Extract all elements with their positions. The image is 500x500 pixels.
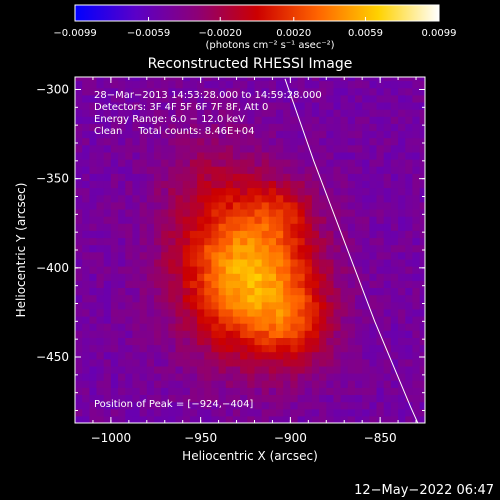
colorbar-tick-label: 0.0099: [422, 28, 457, 39]
colorbar-tick-label: −0.0059: [127, 28, 170, 39]
x-axis-label: Heliocentric X (arcsec): [182, 449, 318, 463]
colorbar: [75, 5, 439, 21]
y-axis: −300 −350 −400 −450: [36, 82, 425, 412]
x-tick-label: −850: [364, 431, 397, 445]
footer-timestamp: 12−May−2022 06:47: [354, 483, 494, 498]
y-tick-label: −300: [36, 82, 69, 96]
y-tick-label: −350: [36, 172, 69, 186]
colorbar-tick-label: 0.0059: [348, 28, 383, 39]
y-tick-label: −400: [36, 261, 69, 275]
colorbar-tick-label: −0.0099: [53, 28, 96, 39]
solar-limb-line: [284, 78, 419, 423]
colorbar-tick-label: 0.0020: [276, 28, 311, 39]
annotation-energy-range: Energy Range: 6.0 − 12.0 keV: [94, 114, 245, 125]
colorbar-tick-label: −0.0020: [199, 28, 242, 39]
annotation-time-range: 28−Mar−2013 14:53:28.000 to 14:59:28.000: [94, 90, 322, 101]
annotation-detectors: Detectors: 3F 4F 5F 6F 7F 8F, Att 0: [94, 102, 268, 113]
y-tick-label: −450: [36, 350, 69, 364]
y-axis-label: Heliocentric Y (arcsec): [14, 183, 28, 318]
chart-title: Reconstructed RHESSI Image: [148, 56, 353, 72]
annotation-total-counts: Clean Total counts: 8.46E+04: [94, 126, 254, 137]
x-tick-label: −900: [274, 431, 307, 445]
heatmap: [75, 77, 425, 423]
x-tick-label: −1000: [91, 431, 132, 445]
colorbar-frame: [74, 4, 440, 22]
x-axis: −1000 −950 −900 −850: [91, 77, 417, 445]
colorbar-unit-label: (photons cm⁻² s⁻¹ asec⁻²): [205, 40, 334, 51]
peak-position-label: Position of Peak = [−924,−404]: [94, 399, 253, 410]
colorbar-ticks: −0.0099 −0.0059 −0.0020 0.0020 0.0059 0.0099: [53, 17, 457, 39]
x-tick-label: −950: [184, 431, 217, 445]
